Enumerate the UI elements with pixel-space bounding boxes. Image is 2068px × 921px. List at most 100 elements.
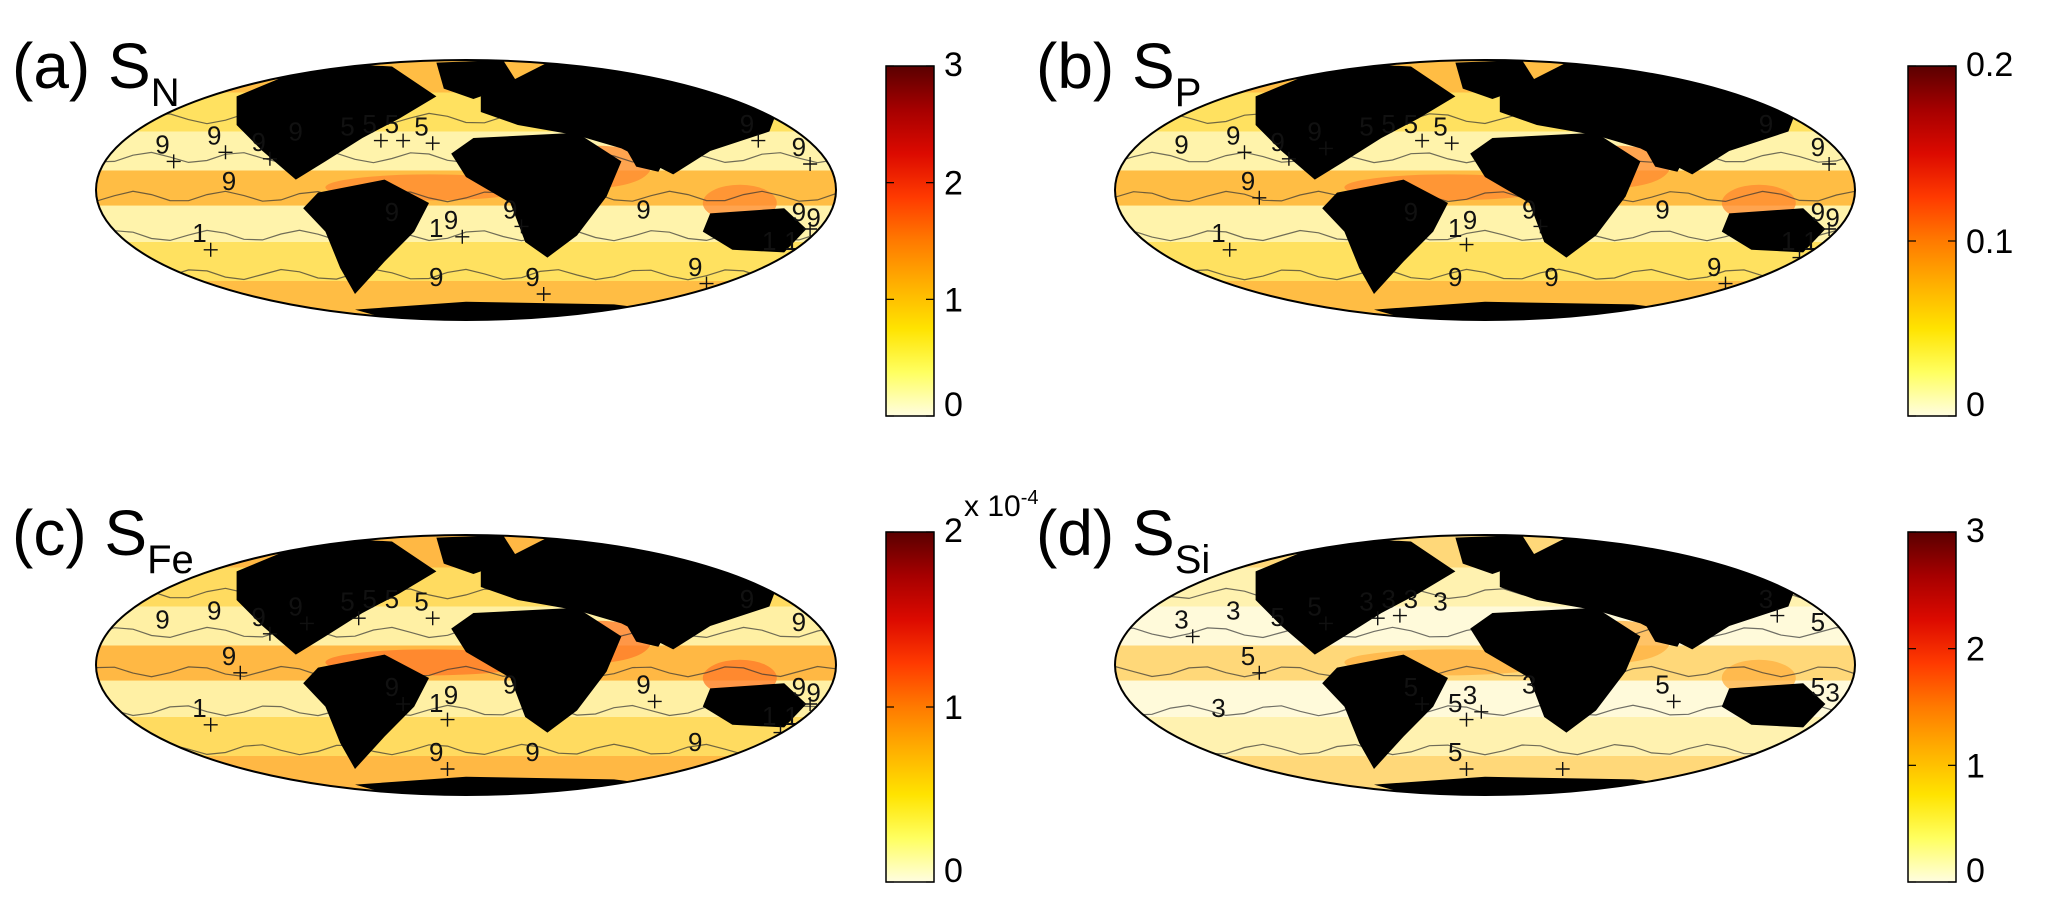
station-marker [1370,611,1385,626]
contour-label: 5 [362,584,376,614]
contour-line [96,190,836,203]
contour-label: 9 [251,602,265,632]
contour-label: 9 [385,197,399,227]
contour-label: 5 [1811,607,1825,637]
contour-label: 3 [1174,605,1188,635]
station-marker [440,762,455,776]
colorbar-tick-label: 2 [944,165,963,203]
landmass [451,607,622,733]
station-marker [233,665,248,680]
landmass [1640,140,1689,172]
colorbar-gradient [1907,531,1957,883]
station-marker [514,219,529,234]
landmass [303,179,429,294]
contour-label: 1 [762,701,776,731]
ocean-band [96,717,836,756]
colorbar-tick-label: 1 [944,281,963,319]
contour-label: 9 [1226,121,1240,151]
map-outline [95,534,837,796]
contour-label: 9 [503,670,517,700]
contour-label: 9 [1825,202,1839,232]
contour-label: 9 [688,727,702,757]
landmass [236,537,437,655]
contour-label: 5 [1241,641,1255,671]
contour-label: 9 [1811,197,1825,227]
map-outline [95,59,837,321]
contour-label: 9 [636,670,650,700]
colorbar: 3 2 1 0 [885,46,963,424]
station-marker [440,712,455,727]
contour-label: 5 [1359,111,1373,141]
station-marker [351,611,366,626]
landmass [1721,208,1826,253]
colorbar-tick-label: 2 [1966,631,1985,669]
landmass [1470,607,1641,733]
contour-label: 1 [1781,226,1795,256]
contour-label: 9 [1404,197,1418,227]
station-marker [218,145,233,160]
landmass [621,140,670,172]
contour-label: 3 [1381,584,1395,614]
landmass [303,654,429,769]
contour-label: 5 [340,586,354,616]
station-marker [262,151,277,166]
contour-line [1115,665,1855,678]
contour-label: 5 [1307,592,1321,622]
contour-label: 9 [155,130,169,160]
contour-label: 3 [1211,693,1225,723]
contour-label: 9 [806,677,820,707]
station-marker [373,133,388,148]
contour-label: 5 [340,111,354,141]
station-marker [1474,704,1489,719]
contour-label: 9 [792,197,806,227]
contour-line [1115,268,1855,281]
panel-label: (a) SN [12,30,180,115]
contour-label: 9 [740,584,754,614]
contour-label: 9 [525,262,539,292]
contour-label: 1 [192,218,206,248]
landmass [451,132,622,258]
contour-label: 3 [1522,670,1536,700]
colorbar-tick-label: 1 [1966,747,1985,785]
contour-label: 9 [1759,109,1773,139]
colorbar-tick-label: 3 [944,46,963,84]
station-marker [1459,237,1474,252]
panel-label: (c) SFe [12,497,194,582]
contour-label: 9 [1544,262,1558,292]
contour-label: 1 [762,226,776,256]
station-marker [203,717,218,732]
colorbar-tick-label: 0 [944,386,963,424]
contour-label: 1 [429,213,443,243]
contour-label: 5 [1404,109,1418,139]
station-marker [455,229,470,244]
panel-label-subscript: N [151,71,180,115]
contour-label: 9 [222,641,236,671]
contour-label: 9 [636,195,650,225]
station-marker [1392,608,1407,623]
station-marker [1415,133,1430,148]
contour-label: 5 [1381,109,1395,139]
contour-label: 9 [222,166,236,196]
station-marker [1281,151,1296,166]
contour-label: 9 [740,109,754,139]
contour-label: 3 [1825,677,1839,707]
panel-label: (b) SP [1036,30,1201,115]
station-marker [1459,712,1474,727]
station-marker [299,616,314,631]
contour-label: 9 [525,737,539,767]
contour-label: 9 [1522,195,1536,225]
station-marker [425,611,440,626]
station-marker [803,157,818,171]
station-marker [166,154,181,169]
contour-label: 9 [251,127,265,157]
contour-label: 9 [1241,166,1255,196]
landmass [1322,654,1448,769]
contour-label: 9 [806,202,820,232]
station-marker [1222,242,1237,257]
ocean-band [1115,242,1855,281]
map-outline [1114,59,1856,321]
contour-line [96,665,836,678]
ocean-band [1115,717,1855,756]
